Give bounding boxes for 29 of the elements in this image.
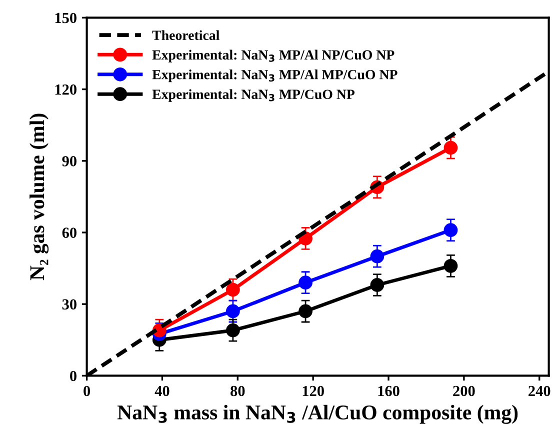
point	[226, 282, 240, 297]
y-tick-label: 60	[62, 228, 76, 238]
x-axis-title: NaN$_{3}$ mass in NaN$_{3}$ /Al/CuO composite (mg)	[117, 404, 518, 424]
y-axis-title: N₂ gas volume (ml)	[30, 114, 49, 280]
legend-label: Experimental: NaN$_{3}$ MP/Al MP/CuO NP	[152, 70, 398, 82]
legend-label: Experimental: NaN$_{3}$ MP/CuO NP	[152, 89, 355, 102]
x-tick-label: 80	[230, 386, 245, 396]
point	[370, 278, 384, 292]
x-tick-label: 200	[453, 386, 475, 396]
legend-label: Theoretical	[152, 30, 220, 40]
y-tick-label: 0	[70, 370, 76, 382]
point	[444, 140, 458, 155]
x-tick-label: 0	[84, 386, 90, 396]
point	[298, 276, 312, 290]
y-tick-label: 120	[55, 84, 76, 95]
point	[444, 258, 458, 273]
point	[226, 323, 240, 338]
legend-label: Experimental: NaN$_{3}$ MP/Al NP/CuO NP	[152, 50, 394, 62]
x-tick-label: 40	[154, 386, 170, 396]
point	[226, 304, 240, 318]
y-tick-label: 150	[55, 12, 76, 24]
point	[444, 223, 458, 238]
x-tick-label: 160	[378, 386, 400, 396]
y-tick-label: 90	[62, 156, 76, 166]
x-tick-label: 240	[528, 386, 550, 396]
x-tick-label: 120	[302, 386, 324, 396]
point	[298, 304, 312, 318]
point	[370, 249, 384, 264]
y-tick-label: 30	[62, 299, 76, 310]
